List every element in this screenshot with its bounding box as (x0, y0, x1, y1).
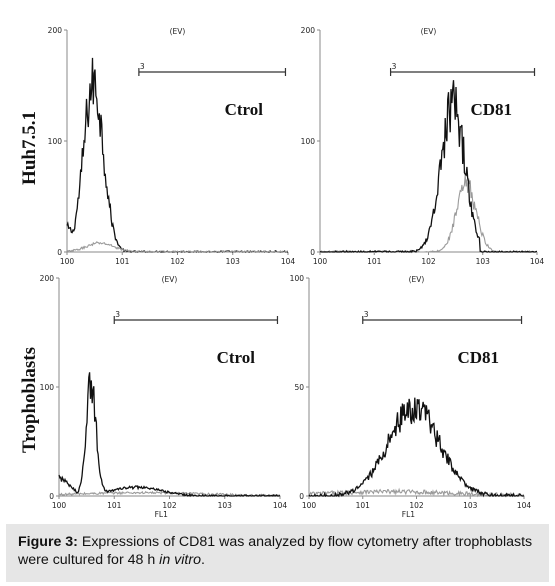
x-tick-label: 101 (367, 257, 382, 266)
gate-marker: 3 (138, 62, 287, 76)
y-tick-label: 100 (48, 137, 63, 146)
caption-end: . (200, 552, 205, 568)
y-tick-label: 200 (301, 26, 316, 35)
x-tick-label: 100 (52, 501, 67, 510)
y-tick-label: 0 (310, 248, 315, 257)
caption-text: Expressions of CD81 was analyzed by flow… (18, 534, 533, 568)
x-tick-label: 100 (302, 501, 317, 510)
x-tick-label: 100 (313, 257, 328, 266)
row-label-trophoblasts-text: Trophoblasts (19, 347, 40, 453)
x-tick-label: 104 (281, 257, 296, 266)
histogram-series-2 (58, 372, 281, 498)
y-tick-label: 200 (40, 274, 55, 283)
x-tick-label: 104 (273, 501, 288, 510)
gate-label: 3 (115, 310, 120, 319)
panel-label: Ctrol (225, 100, 264, 119)
histogram-series-1 (319, 175, 537, 253)
y-tick-label: 200 (48, 26, 63, 35)
ev-label: (EV) (421, 27, 437, 36)
histogram-series-1 (66, 57, 288, 253)
y-tick-label: 100 (301, 137, 316, 146)
row-label-trophoblasts: Trophoblasts (19, 347, 40, 453)
figure-caption: Figure 3: Expressions of CD81 was analyz… (6, 524, 549, 582)
x-tick-label: 100 (60, 257, 75, 266)
y-tick-label: 0 (49, 492, 54, 501)
x-tick-label: 103 (476, 257, 491, 266)
panel-label: CD81 (457, 348, 499, 367)
x-axis-label: FL1 (155, 510, 168, 519)
x-tick-label: 103 (463, 501, 478, 510)
gate-label: 3 (364, 310, 369, 319)
y-tick-label: 50 (294, 383, 304, 392)
caption-italic: in vitro (159, 552, 201, 568)
ev-label: (EV) (162, 275, 178, 284)
gate-label: 3 (140, 62, 145, 71)
gate-label: 3 (392, 62, 397, 71)
x-axis-label: FL1 (402, 510, 415, 519)
histogram-series-2 (66, 241, 288, 253)
gate-marker: 3 (389, 62, 536, 76)
histogram-panel-4: 0 50 100 100 101 102 103 104 FL1 (EV) 3 CD81 (290, 274, 532, 519)
x-tick-label: 101 (115, 257, 130, 266)
histogram-series-2 (319, 80, 538, 254)
x-tick-label: 104 (517, 501, 532, 510)
x-tick-label: 102 (421, 257, 436, 266)
y-tick-label: 100 (290, 274, 305, 283)
y-tick-label: 0 (299, 492, 304, 501)
x-tick-label: 103 (226, 257, 241, 266)
x-tick-label: 102 (409, 501, 424, 510)
histogram-series-2 (308, 397, 525, 498)
x-tick-label: 103 (218, 501, 233, 510)
x-tick-label: 101 (356, 501, 371, 510)
ev-label: (EV) (170, 27, 186, 36)
x-tick-label: 101 (107, 501, 122, 510)
panel-label: CD81 (470, 100, 512, 119)
gate-marker: 3 (113, 310, 279, 324)
x-tick-label: 102 (170, 257, 185, 266)
row-label-huh751: Huh7.5.1 (19, 111, 40, 185)
y-tick-label: 0 (57, 248, 62, 257)
y-tick-label: 100 (40, 383, 55, 392)
panel-label: Ctrol (217, 348, 256, 367)
caption-label: Figure 3: (18, 534, 78, 550)
gate-marker: 3 (362, 310, 523, 324)
x-tick-label: 102 (162, 501, 177, 510)
x-tick-label: 104 (530, 257, 545, 266)
ev-label: (EV) (409, 275, 425, 284)
row-label-huh751-text: Huh7.5.1 (19, 111, 40, 185)
